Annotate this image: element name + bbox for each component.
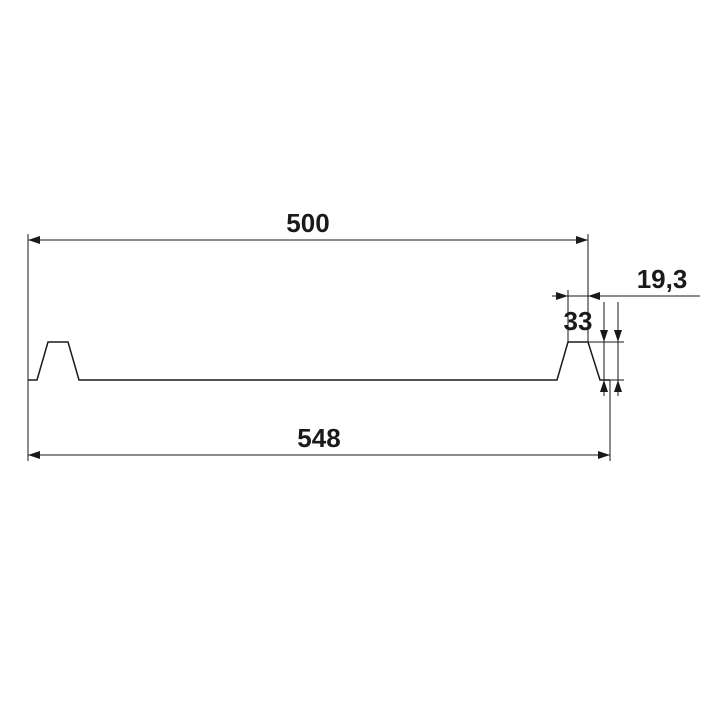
dim-overall-width-value: 548 xyxy=(297,423,340,453)
dim-overall-width: 548 xyxy=(28,380,610,461)
profile-diagram: 500 19,3 33 548 xyxy=(0,0,725,725)
dim-rib-top-width-value: 19,3 xyxy=(637,264,688,294)
dim-rib-height-value: 33 xyxy=(564,306,593,336)
dim-top-width: 500 xyxy=(28,208,588,380)
dim-rib-height: 33 xyxy=(564,302,624,396)
profile-cross-section xyxy=(28,342,610,380)
dim-top-width-value: 500 xyxy=(286,208,329,238)
